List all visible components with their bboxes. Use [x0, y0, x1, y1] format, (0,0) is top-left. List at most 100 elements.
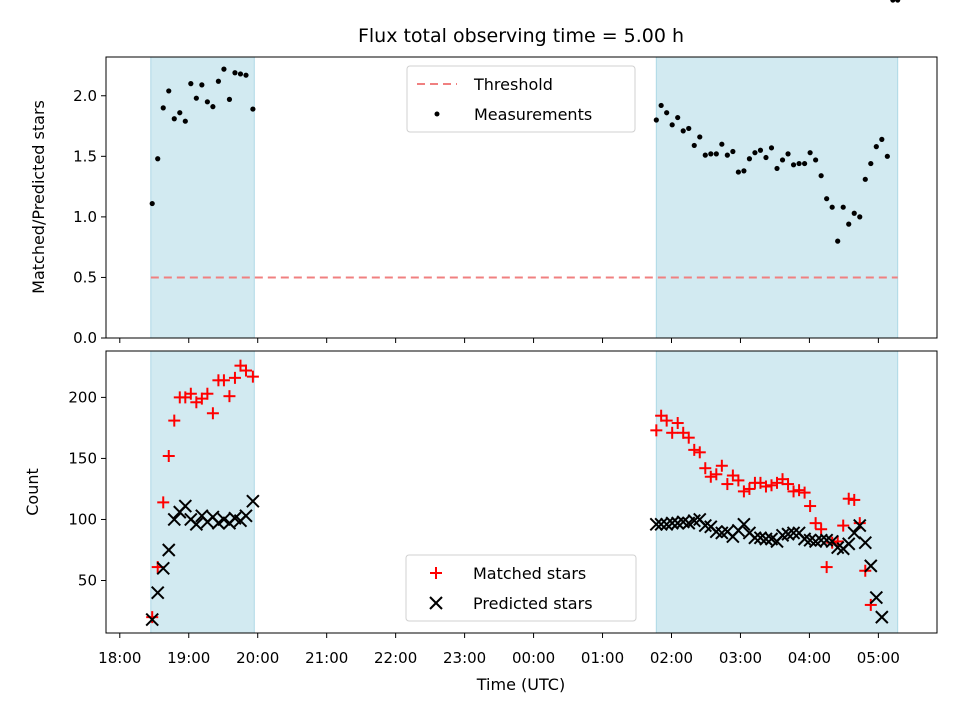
- measurement-point: [680, 128, 686, 134]
- predicted-star-point: [842, 537, 856, 551]
- x-axis-label: Time (UTC): [476, 675, 565, 694]
- predicted-star-stroke-b: [748, 531, 762, 545]
- measurement-point: [779, 157, 786, 163]
- predicted-star-stroke-b: [156, 561, 170, 576]
- x-tick-label: 03:00: [719, 649, 762, 667]
- matched-star-point: [688, 443, 701, 456]
- measurement-point: [166, 88, 172, 94]
- predicted-star-point: [189, 517, 204, 532]
- predicted-star-stroke-b: [698, 518, 712, 533]
- predicted-star-stroke-b: [162, 543, 176, 557]
- measurement-point: [818, 173, 824, 179]
- matched-star-point: [765, 479, 778, 492]
- matched-star-point: [798, 486, 811, 499]
- predicted-star-point: [246, 494, 260, 508]
- x-tick-label: 19:00: [167, 649, 210, 667]
- predicted-star-stroke-b: [239, 509, 253, 523]
- predicted-star-stroke-b: [709, 524, 724, 539]
- predicted-star-point: [654, 517, 668, 532]
- matched-star-point: [782, 478, 795, 491]
- matched-star-point: [809, 517, 822, 530]
- measurement-point: [735, 169, 741, 175]
- measurement-point: [879, 136, 885, 142]
- matched-star-point: [693, 446, 706, 459]
- matched-star-point: [732, 474, 745, 487]
- matched-stars-series: [146, 359, 877, 624]
- matched-star-point: [715, 459, 728, 472]
- predicted-star-point: [162, 543, 176, 557]
- y-tick-label: 0.5: [73, 268, 97, 286]
- predicted-star-point: [869, 590, 884, 605]
- measurement-point: [182, 118, 188, 124]
- y-tick-label: 2.0: [73, 87, 97, 105]
- predicted-star-stroke-b: [764, 532, 779, 546]
- measurement-point: [149, 200, 155, 207]
- matched-star-point: [721, 478, 734, 491]
- predicted-stars-series: [145, 494, 889, 627]
- x-tick-label: 21:00: [305, 649, 348, 667]
- predicted-star-point: [156, 561, 170, 576]
- x-tick-label: 22:00: [374, 649, 417, 667]
- legend-matched-swatch: [430, 567, 442, 579]
- predicted-star-stroke-b: [864, 559, 878, 573]
- predicted-star-point: [151, 586, 165, 600]
- predicted-star-point: [847, 526, 861, 540]
- matched-star-point: [704, 470, 717, 483]
- predicted-star-point: [875, 610, 889, 624]
- y-tick-label: 1.0: [73, 208, 97, 226]
- measurement-point: [160, 105, 166, 111]
- measurement-point: [763, 154, 769, 161]
- matched-star-point: [793, 484, 806, 497]
- measurement-point: [846, 221, 852, 227]
- legend-measurements-swatch: [434, 111, 440, 117]
- measurement-point: [796, 160, 802, 167]
- measurement-point: [697, 134, 703, 140]
- legend-matched-label: Matched stars: [473, 564, 586, 583]
- predicted-star-stroke-b: [217, 512, 231, 527]
- matched-star-point: [206, 407, 219, 420]
- measurement-point: [653, 117, 659, 123]
- measurement-point: [664, 110, 670, 116]
- measurement-point: [824, 196, 830, 202]
- x-tick-label: 05:00: [857, 649, 900, 667]
- matched-star-point: [737, 485, 750, 498]
- top-plot-frame: [105, 56, 938, 339]
- measurement-point: [243, 72, 249, 78]
- matched-star-point: [239, 364, 252, 377]
- predicted-star-stroke-b: [737, 517, 751, 532]
- predicted-star-stroke-b: [797, 532, 812, 546]
- predicted-star-stroke-b: [167, 512, 181, 527]
- predicted-star-stroke-b: [151, 586, 165, 600]
- matched-star-point: [168, 414, 181, 427]
- measurement-point: [895, 0, 901, 3]
- matched-star-point: [837, 519, 850, 532]
- measurement-point: [724, 152, 730, 158]
- y-tick-label: 100: [68, 510, 97, 528]
- measurement-point: [155, 156, 161, 162]
- measurement-point: [873, 144, 879, 150]
- predicted-star-stroke-b: [858, 535, 872, 550]
- measurement-point: [171, 116, 177, 122]
- matched-star-point: [815, 523, 828, 536]
- predicted-star-point: [178, 499, 193, 513]
- predicted-star-point: [239, 509, 253, 523]
- measurement-point: [730, 148, 736, 155]
- predicted-star-stroke-b: [875, 610, 889, 624]
- matched-star-point: [831, 535, 844, 548]
- observing-window-shade: [655, 56, 899, 339]
- bottom-y-axis-label: Count: [23, 468, 42, 516]
- predicted-star-stroke-b: [842, 537, 856, 551]
- observing-window-shade: [150, 56, 255, 339]
- predicted-star-point: [814, 533, 828, 547]
- measurement-point: [210, 104, 216, 110]
- predicted-star-point: [145, 612, 159, 627]
- predicted-star-stroke-b: [246, 494, 260, 508]
- measurement-point: [884, 153, 890, 159]
- predicted-star-stroke-b: [803, 533, 817, 547]
- y-tick-label: 1.5: [73, 147, 97, 165]
- top-panel: 0.00.51.01.52.0 Matched/Predicted stars …: [29, 0, 938, 347]
- x-tick-label: 18:00: [98, 649, 141, 667]
- x-tick-label: 23:00: [443, 649, 486, 667]
- legend-predicted-label: Predicted stars: [473, 594, 593, 613]
- matched-star-point: [842, 492, 855, 505]
